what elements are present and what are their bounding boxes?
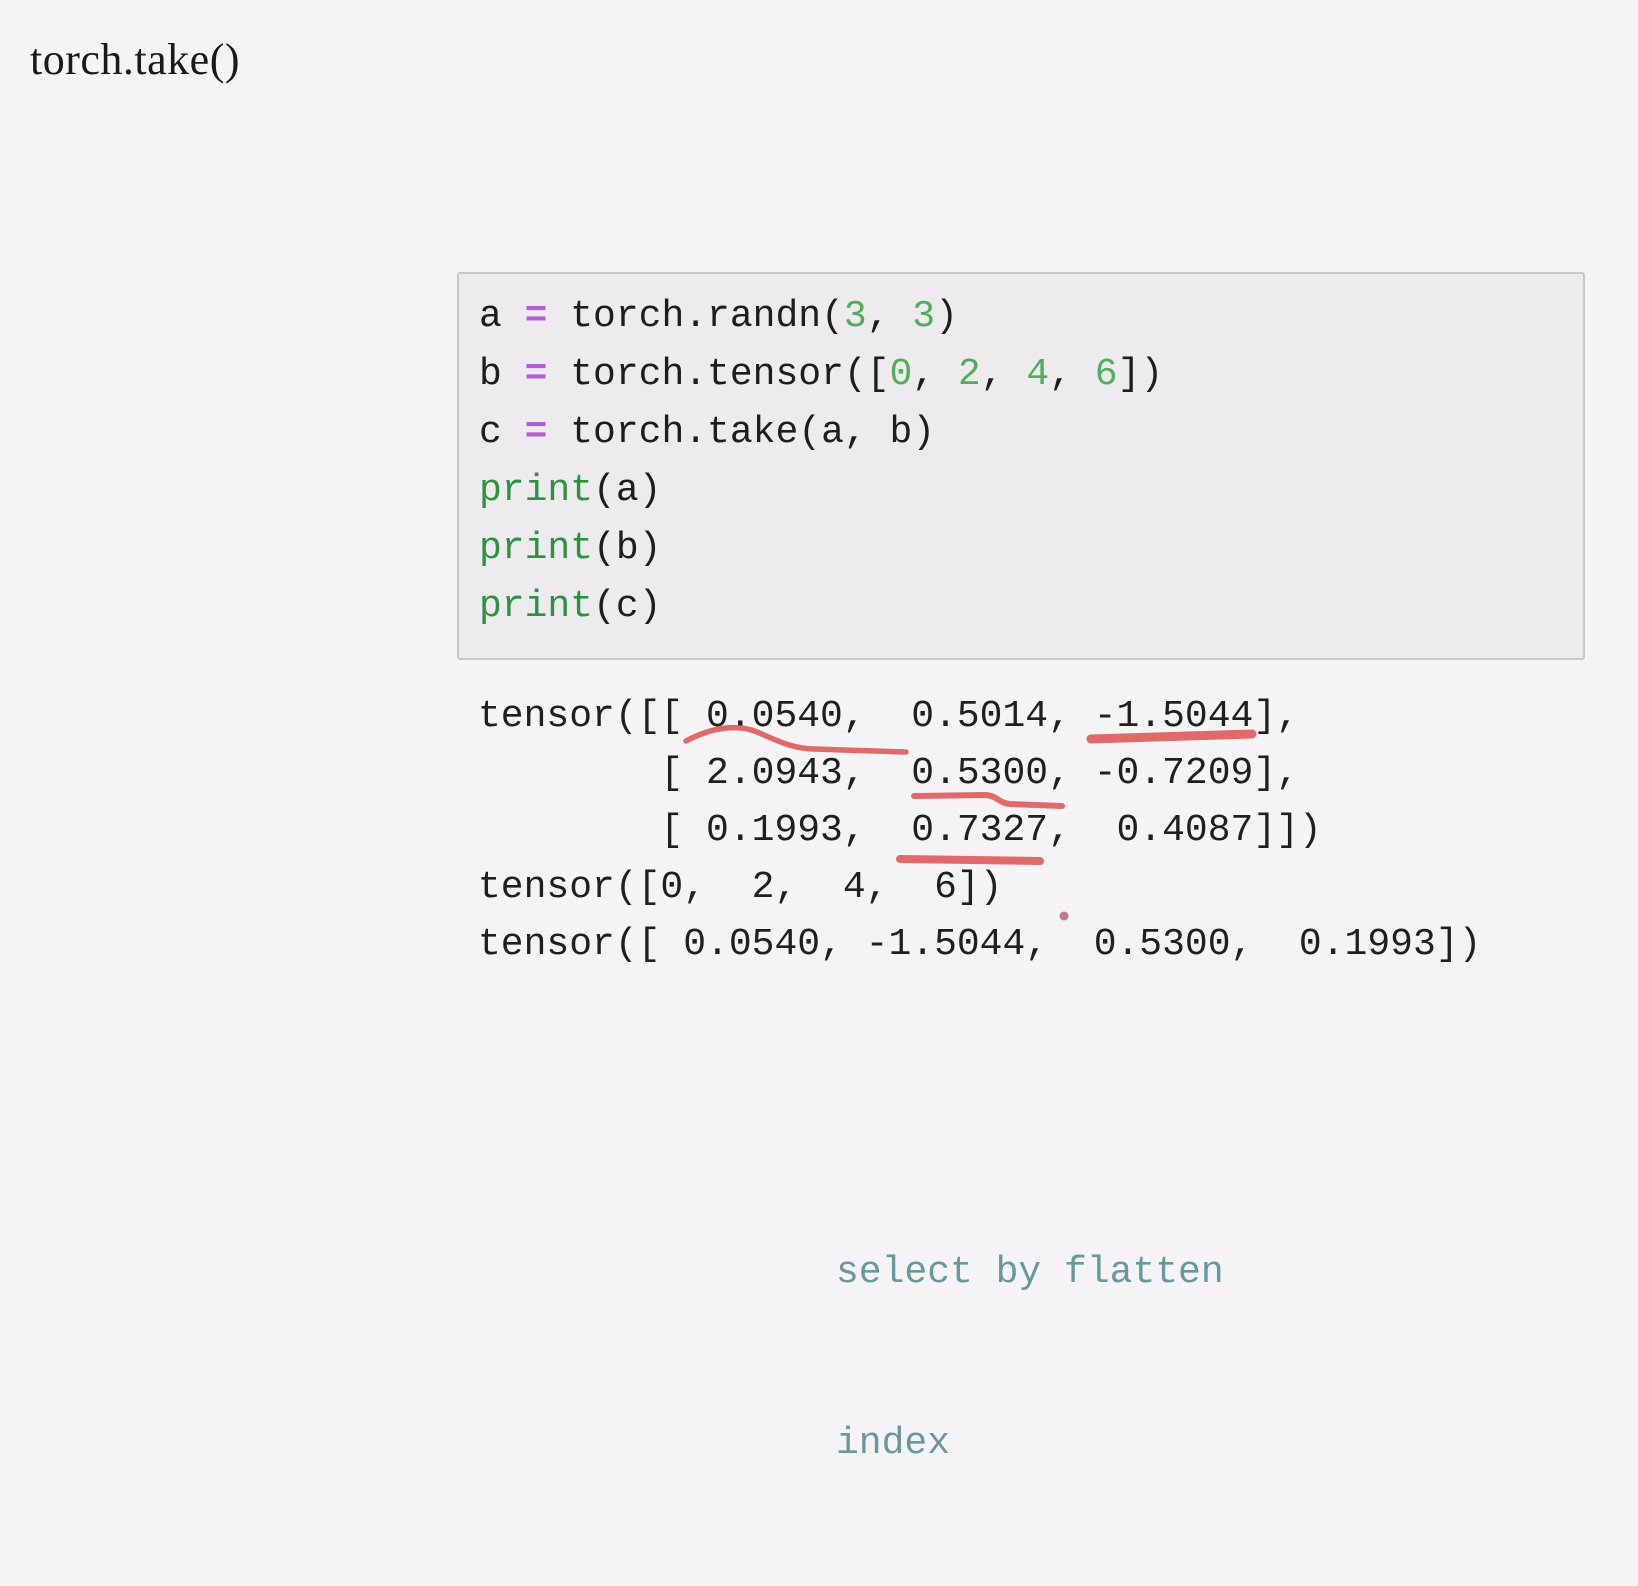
keyword-token: print	[479, 527, 594, 570]
code-line: print(c)	[479, 578, 1163, 636]
code-token: torch.take(a, b)	[547, 411, 936, 454]
code-token: ,	[866, 295, 913, 338]
code-token: ,	[912, 353, 958, 396]
code-token: ,	[1049, 353, 1095, 396]
number-token: 2	[957, 353, 981, 396]
number-token: 4	[1026, 353, 1050, 396]
operator-token: =	[524, 353, 548, 396]
code-cell[interactable]: a = torch.randn(3, 3) b = torch.tensor([0…	[457, 272, 1585, 660]
output-line: [ 0.1993, 0.7327, 0.4087]])	[478, 809, 1322, 852]
operator-token: =	[524, 411, 548, 454]
number-token: 6	[1094, 353, 1118, 396]
output-block: tensor([[ 0.0540, 0.5014, -1.5044], [ 2.…	[478, 688, 1481, 973]
code-token: (a)	[593, 469, 662, 512]
caption-block: select by flatten index	[836, 1130, 1224, 1586]
code-token: c	[479, 411, 525, 454]
code-line: a = torch.randn(3, 3)	[479, 288, 1163, 346]
code-line: c = torch.take(a, b)	[479, 404, 1163, 462]
code-token: torch.tensor([	[547, 353, 890, 396]
output-line: tensor([ 0.0540, -1.5044, 0.5300, 0.1993…	[478, 923, 1482, 966]
code-line: b = torch.tensor([0, 2, 4, 6])	[479, 346, 1163, 404]
number-token: 3	[843, 295, 867, 338]
output-line: tensor([[ 0.0540, 0.5014, -1.5044],	[478, 695, 1299, 738]
keyword-token: print	[479, 585, 594, 628]
number-token: 3	[912, 295, 936, 338]
keyword-token: print	[479, 469, 594, 512]
code-token: (b)	[593, 527, 662, 570]
caption-line-2: index	[836, 1422, 951, 1465]
code-token: (c)	[593, 585, 662, 628]
code-token: b	[479, 353, 525, 396]
slide-canvas: torch.take() a = torch.randn(3, 3) b = to…	[30, 35, 1585, 1465]
caption-line-1: select by flatten	[836, 1251, 1224, 1294]
code-token: a	[479, 295, 525, 338]
code-token: )	[935, 295, 958, 338]
code-token: torch.randn(	[547, 295, 844, 338]
number-token: 0	[889, 353, 913, 396]
output-line: tensor([0, 2, 4, 6])	[478, 866, 1003, 909]
code-line: print(b)	[479, 520, 1163, 578]
code-token: ,	[980, 353, 1027, 396]
code-token: ])	[1117, 353, 1164, 396]
operator-token: =	[524, 295, 548, 338]
output-line: [ 2.0943, 0.5300, -0.7209],	[478, 752, 1299, 795]
page-title: torch.take()	[30, 35, 240, 84]
code-line: print(a)	[479, 462, 1163, 520]
code-lines: a = torch.randn(3, 3) b = torch.tensor([0…	[479, 288, 1163, 636]
